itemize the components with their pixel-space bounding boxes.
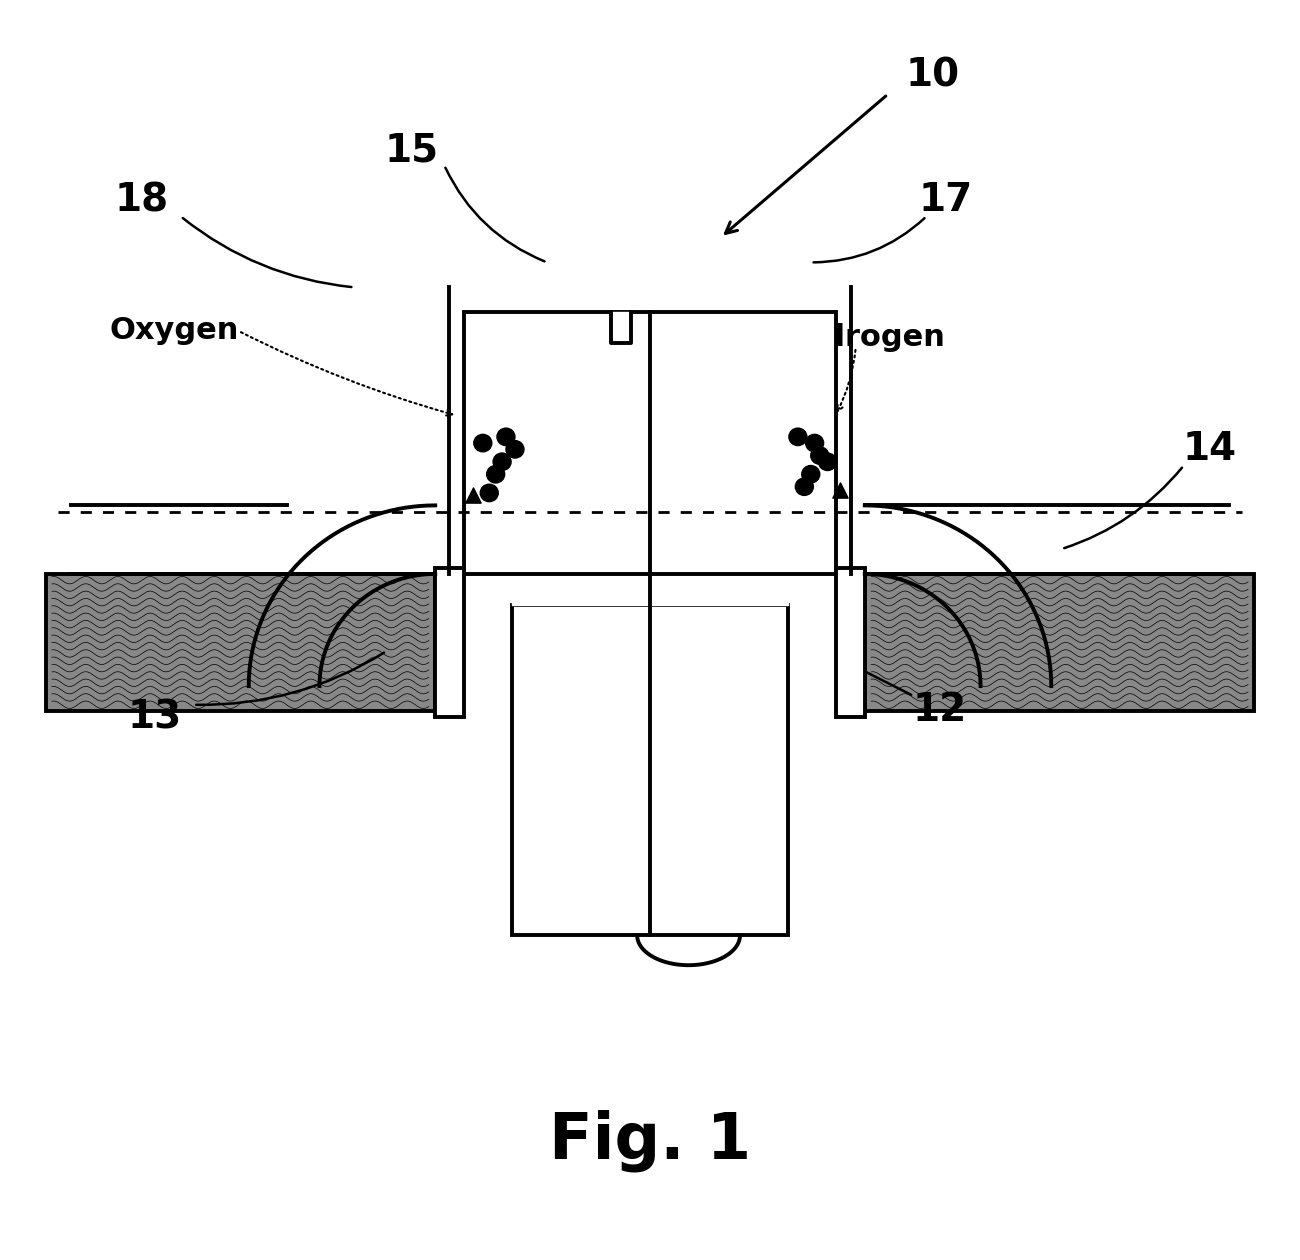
Circle shape (796, 478, 814, 495)
Circle shape (506, 441, 524, 459)
Text: 15: 15 (385, 131, 439, 169)
Bar (864, 573, 1254, 711)
Circle shape (806, 435, 824, 452)
Circle shape (486, 465, 504, 483)
Circle shape (789, 428, 807, 446)
Text: 10: 10 (906, 57, 959, 94)
Bar (464, 312, 836, 935)
Circle shape (811, 447, 829, 464)
Circle shape (480, 484, 498, 501)
Circle shape (493, 454, 511, 470)
Bar (46, 573, 436, 711)
Text: 11: 11 (732, 745, 786, 782)
Bar (836, 568, 864, 717)
Text: 18: 18 (114, 181, 169, 219)
Text: Fig. 1: Fig. 1 (549, 1110, 751, 1172)
Text: Oxygen: Oxygen (109, 316, 239, 345)
Text: 17: 17 (919, 181, 972, 219)
Circle shape (802, 465, 820, 483)
Circle shape (819, 454, 836, 470)
Text: 13: 13 (127, 698, 182, 736)
Text: Hydrogen: Hydrogen (779, 323, 945, 352)
Point (462, 485, 482, 505)
Text: 16: 16 (706, 823, 760, 861)
Text: 14: 14 (1183, 431, 1236, 469)
Bar (512, 605, 788, 935)
Circle shape (497, 428, 515, 446)
Point (829, 480, 850, 500)
Polygon shape (611, 312, 630, 344)
Circle shape (473, 435, 491, 452)
Bar (436, 568, 464, 717)
Bar (464, 312, 836, 573)
Text: 12: 12 (913, 690, 966, 728)
